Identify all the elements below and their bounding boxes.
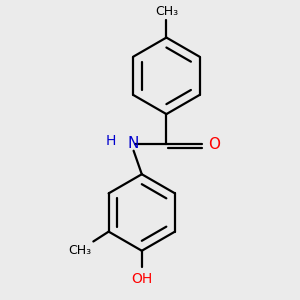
Text: OH: OH xyxy=(131,272,152,286)
Text: O: O xyxy=(208,137,220,152)
Text: N: N xyxy=(128,136,139,151)
Text: CH₃: CH₃ xyxy=(68,244,91,257)
Text: H: H xyxy=(106,134,116,148)
Text: CH₃: CH₃ xyxy=(155,5,178,18)
